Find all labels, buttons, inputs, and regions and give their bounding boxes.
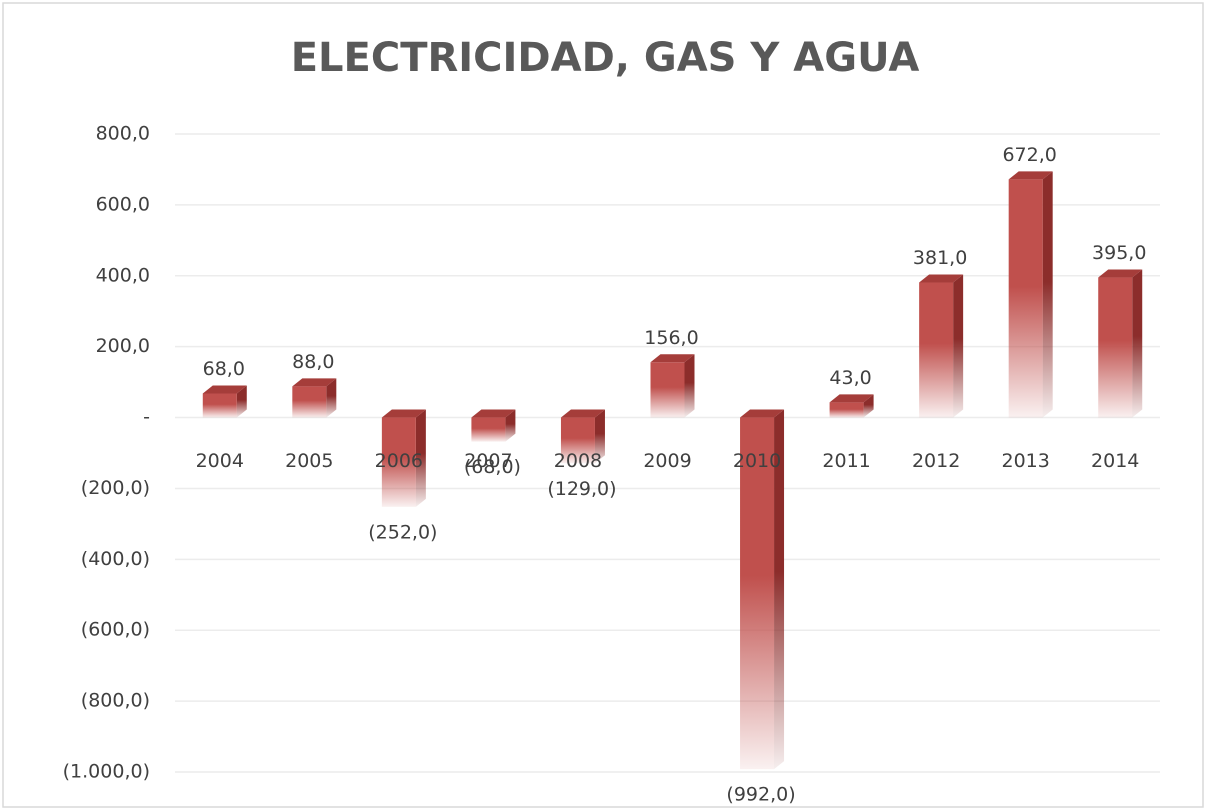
bar — [829, 402, 864, 418]
bar-top — [381, 409, 426, 418]
x-tick-label: 2009 — [643, 450, 691, 472]
x-tick-label: 2007 — [464, 450, 512, 472]
x-tick-label: 2006 — [375, 450, 423, 472]
x-tick-label: 2011 — [822, 450, 870, 472]
y-tick-label: 400,0 — [96, 264, 150, 286]
bar — [650, 362, 685, 418]
data-label: (252,0) — [368, 521, 437, 543]
data-label: (129,0) — [547, 478, 616, 500]
bar-top — [202, 385, 247, 394]
bar — [471, 417, 506, 442]
bar-side — [594, 409, 605, 464]
bar-side — [505, 409, 516, 442]
bar-side — [1132, 269, 1143, 418]
bar-top — [650, 354, 695, 363]
bar-side — [1042, 171, 1053, 418]
x-tick-label: 2012 — [912, 450, 960, 472]
bar-side — [326, 378, 337, 418]
data-label: 381,0 — [913, 247, 967, 269]
bar-top — [829, 394, 874, 403]
bar — [560, 417, 595, 464]
bar — [919, 282, 954, 418]
bar-side — [953, 274, 964, 418]
data-label: 88,0 — [292, 351, 334, 373]
data-label: 156,0 — [644, 327, 698, 349]
y-tick-label: (1.000,0) — [63, 761, 150, 783]
bar — [202, 393, 237, 418]
x-tick-label: 2013 — [1002, 450, 1050, 472]
bar-top — [1008, 171, 1053, 180]
data-label: (68,0) — [464, 456, 521, 478]
y-tick-label: (200,0) — [81, 477, 150, 499]
bar — [1098, 277, 1133, 418]
y-tick-label: (800,0) — [81, 690, 150, 712]
y-tick-label: - — [143, 406, 150, 428]
data-label: 68,0 — [203, 358, 245, 380]
bar-top — [471, 409, 516, 418]
data-label: (992,0) — [726, 784, 795, 806]
bar-top — [560, 409, 605, 418]
x-tick-label: 2014 — [1091, 450, 1139, 472]
data-label: 43,0 — [829, 367, 871, 389]
bar-side — [415, 409, 426, 507]
data-label: 672,0 — [1002, 144, 1056, 166]
x-tick-label: 2005 — [285, 450, 333, 472]
x-tick-label: 2008 — [554, 450, 602, 472]
bar-side — [774, 409, 785, 770]
bar-side — [236, 385, 247, 418]
bar-top — [292, 378, 337, 387]
x-tick-label: 2004 — [196, 450, 244, 472]
data-label: 395,0 — [1092, 242, 1146, 264]
bar-top — [740, 409, 785, 418]
y-tick-label: (400,0) — [81, 548, 150, 570]
y-tick-label: 600,0 — [96, 193, 150, 215]
chart-title: ELECTRICIDAD, GAS Y AGUA — [291, 35, 920, 81]
bar-top — [1098, 269, 1143, 278]
bar — [292, 386, 327, 418]
x-tick-label: 2010 — [733, 450, 781, 472]
bar-side — [684, 354, 695, 418]
y-tick-label: (600,0) — [81, 619, 150, 641]
bar-side — [863, 394, 874, 418]
bar-top — [919, 274, 964, 283]
bar — [381, 417, 416, 507]
y-tick-label: 200,0 — [96, 335, 150, 357]
bar — [740, 417, 775, 770]
bar — [1008, 179, 1043, 418]
y-tick-label: 800,0 — [96, 123, 150, 145]
